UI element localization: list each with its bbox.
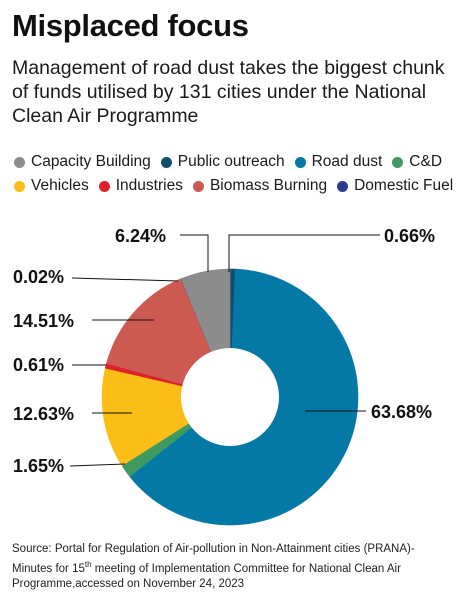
- legend-label: Vehicles: [31, 177, 89, 194]
- leader-line: [69, 463, 126, 467]
- legend-swatch: [160, 156, 172, 168]
- legend-label: Public outreach: [177, 153, 285, 170]
- legend-item: Vehicles: [14, 177, 89, 195]
- slice-label: 1.65%: [13, 456, 64, 476]
- slice-labels: 0.66% 63.68% 1.65% 12.63% 0.61% 14.51% 0.02% 6.…: [13, 226, 435, 476]
- chart-subtitle: Management of road dust takes the bigges…: [12, 57, 445, 127]
- legend-item: Road dust: [294, 153, 383, 171]
- legend-item: Capacity Building: [14, 153, 151, 171]
- legend-swatch: [294, 156, 306, 168]
- slice-label: 63.68%: [371, 402, 432, 422]
- legend-label: Domestic Fuel: [354, 177, 454, 194]
- legend-label: C&D: [409, 153, 443, 170]
- chart-title: Misplaced focus: [12, 8, 249, 43]
- source-line-3: Programme,accessed on November 24, 2023: [12, 577, 245, 590]
- leader-line: [71, 277, 179, 282]
- source-note: Source: Portal for Regulation of Air-pol…: [12, 542, 462, 592]
- legend-swatch: [337, 180, 349, 192]
- legend-label: Industries: [115, 177, 183, 194]
- slice-label: 0.02%: [13, 267, 64, 287]
- slice-label: 0.66%: [384, 226, 435, 246]
- legend-label: Capacity Building: [31, 153, 151, 170]
- legend-item: Public outreach: [160, 153, 285, 171]
- legend-item: Domestic Fuel: [337, 177, 453, 195]
- legend-item: Biomass Burning: [192, 177, 328, 195]
- slice-label: 14.51%: [13, 311, 74, 331]
- legend-item: C&D: [392, 153, 442, 171]
- legend-swatch: [14, 180, 25, 192]
- source-line-2-end: meeting of Implementation Committee for …: [91, 562, 401, 575]
- legend-swatch: [192, 180, 204, 192]
- slice-label: 12.63%: [13, 404, 74, 424]
- source-line-1: Source: Portal for Regulation of Air-pol…: [12, 543, 415, 555]
- legend-item: Industries: [98, 177, 183, 195]
- donut-hole: [181, 348, 279, 446]
- legend-label: Road dust: [311, 153, 383, 170]
- legend-swatch: [392, 156, 404, 168]
- source-superscript: th: [84, 560, 92, 569]
- legend-swatch: [98, 180, 110, 192]
- legend-swatch: [14, 156, 25, 168]
- chart-legend: Capacity Building Public outreach Road dus…: [14, 153, 464, 195]
- label-leader-lines: [69, 234, 380, 467]
- slice-label: 0.61%: [13, 355, 64, 375]
- leader-line: [180, 234, 209, 272]
- source-line-2-start: Minutes for 15: [12, 562, 85, 575]
- legend-label: Biomass Burning: [209, 177, 328, 194]
- leader-line: [228, 234, 380, 272]
- slice-label: 6.24%: [115, 226, 166, 246]
